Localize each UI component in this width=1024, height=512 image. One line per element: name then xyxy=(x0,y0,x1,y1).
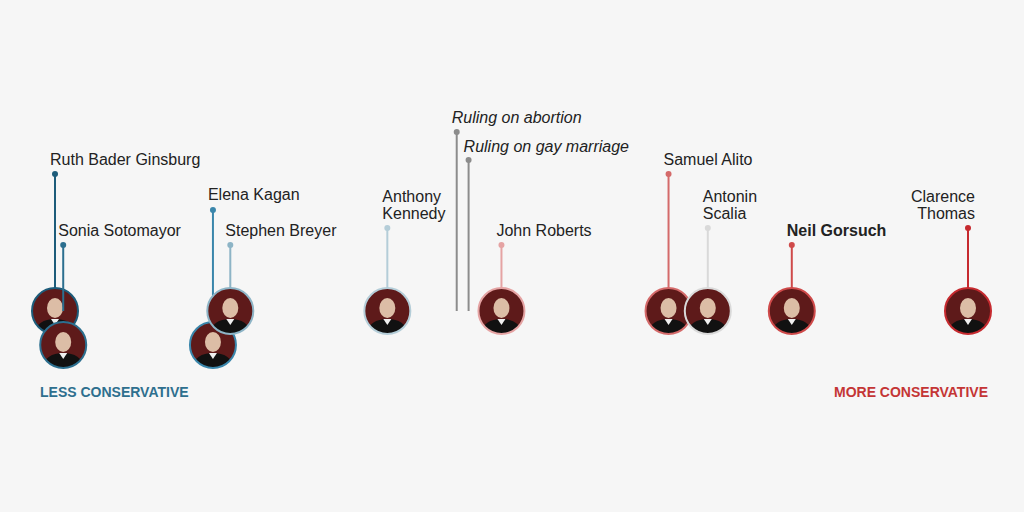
svg-text:Stephen Breyer: Stephen Breyer xyxy=(225,222,337,239)
html-text:MORE CONSERVATIVE: MORE CONSERVATIVE xyxy=(834,384,988,400)
svg-text:AntoninScalia: AntoninScalia xyxy=(703,188,757,222)
svg-text:Samuel Alito: Samuel Alito xyxy=(664,151,753,168)
svg-text:Ruling on gay marriage: Ruling on gay marriage xyxy=(464,138,630,155)
svg-text:Sonia Sotomayor: Sonia Sotomayor xyxy=(58,222,181,239)
html-text:LESS CONSERVATIVE: LESS CONSERVATIVE xyxy=(40,384,189,400)
svg-text:John Roberts: John Roberts xyxy=(496,222,591,239)
svg-text:Ruth Bader Ginsburg: Ruth Bader Ginsburg xyxy=(50,151,200,168)
svg-text:AnthonyKennedy: AnthonyKennedy xyxy=(382,188,445,222)
svg-text:Neil Gorsuch: Neil Gorsuch xyxy=(787,222,887,239)
svg-text:Elena Kagan: Elena Kagan xyxy=(208,186,300,203)
svg-text:ClarenceThomas: ClarenceThomas xyxy=(911,188,975,222)
svg-text:Ruling on abortion: Ruling on abortion xyxy=(452,109,582,126)
